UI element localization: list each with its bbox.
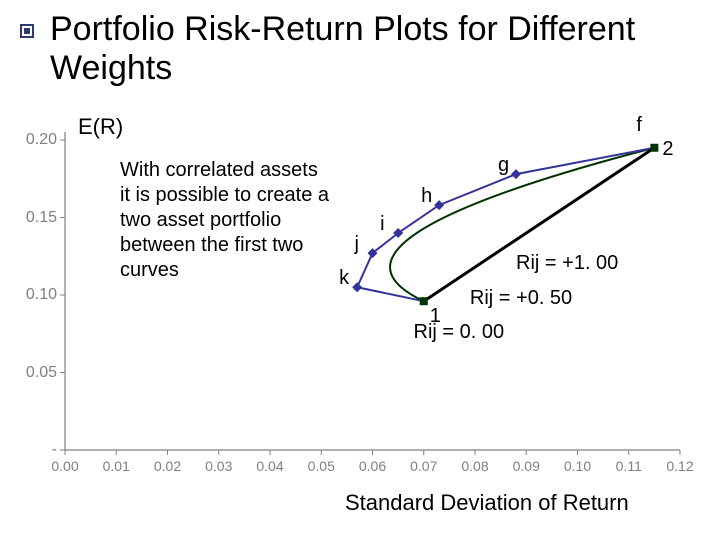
xtick-label: 0.05: [301, 458, 341, 474]
line-r100: [424, 148, 655, 301]
point-label-k: k: [339, 267, 349, 290]
ytick-label: 0.15: [17, 209, 57, 227]
point-label-j: j: [355, 233, 359, 256]
curve-r000: [390, 148, 654, 301]
xtick-label: 0.10: [558, 458, 598, 474]
xtick-label: 0.07: [404, 458, 444, 474]
x-axis-label: Standard Deviation of Return: [345, 490, 629, 516]
endpoint-marker: [420, 297, 428, 305]
xtick-label: 0.01: [96, 458, 136, 474]
xtick-label: 0.04: [250, 458, 290, 474]
point-label-i: i: [380, 213, 384, 236]
ytick-label: 0.05: [17, 364, 57, 382]
xtick-label: 0.09: [506, 458, 546, 474]
marker-diamond: [352, 282, 362, 292]
xtick-label: 0.02: [148, 458, 188, 474]
chart-description: With correlated assets it is possible to…: [120, 158, 330, 283]
marker-diamond: [511, 169, 521, 179]
xtick-label: 0.00: [45, 458, 85, 474]
point-label-h: h: [421, 185, 432, 208]
xtick-label: 0.08: [455, 458, 495, 474]
ytick-label: -: [17, 441, 57, 459]
label-f: f: [636, 114, 642, 137]
page-title: Portfolio Risk-Return Plots for Differen…: [50, 10, 688, 88]
label-r100: Rij = +1. 00: [516, 252, 618, 275]
xtick-label: 0.06: [353, 458, 393, 474]
title-bullet: [20, 24, 34, 38]
title-block: Portfolio Risk-Return Plots for Differen…: [0, 0, 720, 96]
endpoint-label-2: 2: [662, 138, 673, 161]
ytick-label: 0.20: [17, 131, 57, 149]
endpoint-marker: [650, 144, 658, 152]
label-r000: Rij = 0. 00: [414, 321, 505, 344]
ytick-label: 0.10: [17, 286, 57, 304]
chart-svg: [0, 110, 720, 510]
xtick-label: 0.11: [609, 458, 649, 474]
xtick-label: 0.12: [660, 458, 700, 474]
point-label-g: g: [498, 154, 509, 177]
xtick-label: 0.03: [199, 458, 239, 474]
chart-area: E(R) With correlated assets it is possib…: [0, 110, 720, 540]
label-r050: Rij = +0. 50: [470, 287, 572, 310]
